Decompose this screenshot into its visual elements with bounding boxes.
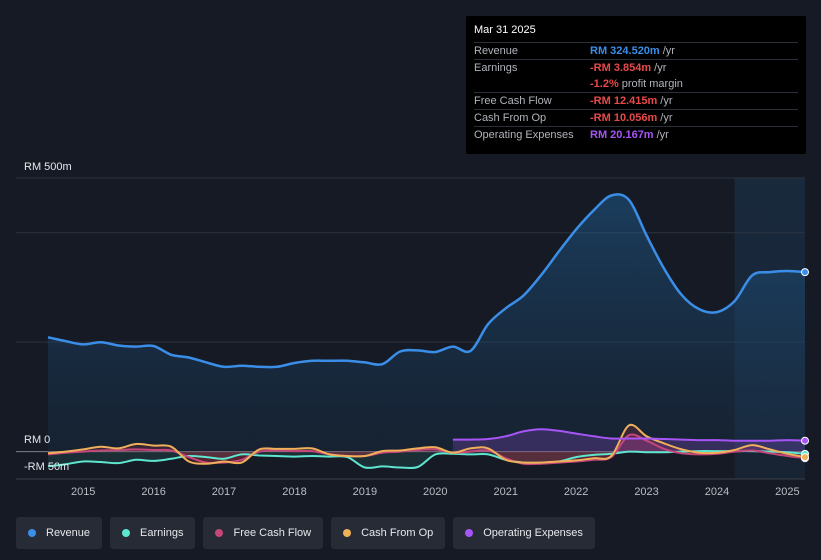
y-axis-zero-label: RM 0 (24, 434, 50, 446)
legend-item-operating-expenses[interactable]: Operating Expenses (453, 517, 595, 549)
tooltip-row: Cash From Op -RM 10.056m/yr (474, 109, 798, 126)
tooltip-row-label: Cash From Op (474, 112, 547, 124)
tooltip-row-value: -1.2% (590, 78, 619, 90)
cash-from-op-end-marker (801, 453, 809, 462)
revenue-end-marker (801, 268, 809, 277)
legend-label: Earnings (140, 527, 184, 539)
x-axis-ticks: 2015 2016 2017 2018 2019 2020 2021 2022 2023 2024… (71, 486, 800, 498)
tooltip-row-label: Earnings (474, 62, 518, 74)
revenue-area (48, 194, 805, 452)
cash-from-op-line (47, 423, 806, 465)
tooltip-row: Earnings -RM 3.854m/yr (474, 59, 798, 76)
free-cash-flow-line (47, 433, 806, 466)
tooltip-rows: Revenue RM 324.520m/yr Earnings -RM 3.854m /… (474, 42, 798, 143)
tooltip-row-unit: profit margin (621, 78, 683, 90)
tooltip-date: Mar 31 2025 (474, 24, 536, 36)
chart-area: RM 500m RM 0 -RM 50m 2015 2016 2017 2018 201… (16, 161, 809, 498)
legend-label: Revenue (46, 527, 91, 539)
legend-dot-icon (465, 529, 474, 537)
revenue-line (47, 193, 806, 369)
x-tick-label: 2022 (564, 486, 588, 498)
free-cash-flow-area (48, 434, 805, 465)
x-tick-label: 2017 (212, 486, 236, 498)
legend-dot-icon (215, 529, 224, 537)
legend-label: Free Cash Flow (233, 527, 312, 539)
legend-item-free-cash-flow[interactable]: Free Cash Flow (203, 517, 324, 549)
tooltip-row-value: -RM 3.854m (590, 62, 652, 74)
tooltip-row-unit: /yr (662, 45, 675, 57)
earnings-line (47, 450, 806, 470)
tooltip-row-label: Free Cash Flow (474, 95, 552, 107)
operating-expenses-end-marker (801, 436, 809, 445)
tooltip-row-label (474, 76, 590, 92)
x-tick-label: 2023 (634, 486, 658, 498)
series-areas (48, 194, 805, 469)
cash-from-op-area (48, 424, 805, 464)
legend-dot-icon (343, 529, 352, 537)
x-tick-label: 2024 (705, 486, 729, 498)
tooltip-row-label: Revenue (474, 45, 519, 57)
legend-item-cash-from-op[interactable]: Cash From Op (331, 517, 446, 549)
tooltip-row-value: RM 324.520m (590, 45, 660, 57)
legend-label: Cash From Op (361, 527, 434, 539)
operating-expenses-area (452, 429, 805, 452)
legend: Revenue Earnings Free Cash Flow Cash From O… (16, 517, 595, 549)
series-end-markers (801, 268, 809, 463)
y-axis-top-label: RM 500m (24, 161, 72, 173)
tooltip-row-unit: /yr (656, 129, 669, 141)
x-tick-label: 2025 (775, 486, 799, 498)
tooltip-row-value: -RM 12.415m (590, 95, 658, 107)
tooltip-row-unit: /yr (654, 62, 667, 74)
legend-item-revenue[interactable]: Revenue (16, 517, 103, 549)
x-tick-label: 2020 (423, 486, 447, 498)
legend-item-earnings[interactable]: Earnings (110, 517, 196, 549)
tooltip-row: -1.2% profit margin (474, 76, 798, 92)
x-tick-label: 2016 (141, 486, 165, 498)
tooltip-row: Free Cash Flow -RM 12.415m/yr (474, 92, 798, 109)
tooltip-row-value: -RM 10.056m (590, 112, 658, 124)
tooltip-row: Revenue RM 324.520m/yr (474, 42, 798, 59)
tooltip: Mar 31 2025 Revenue RM 324.520m/yr Earning… (466, 16, 806, 154)
series-lines (47, 193, 806, 470)
legend-dot-icon (28, 529, 36, 537)
x-tick-label: 2019 (353, 486, 377, 498)
legend-label: Operating Expenses (483, 527, 583, 539)
x-tick-label: 2018 (282, 486, 306, 498)
tooltip-row-unit: /yr (660, 112, 673, 124)
tooltip-row-value: RM 20.167m (590, 129, 654, 141)
legend-dot-icon (122, 529, 131, 537)
x-tick-label: 2021 (493, 486, 517, 498)
tooltip-row-label: Operating Expenses (474, 129, 574, 141)
tooltip-row-unit: /yr (660, 95, 673, 107)
tooltip-row: Operating Expenses RM 20.167m/yr (474, 126, 798, 143)
y-axis-bottom-label: -RM 50m (24, 461, 69, 473)
operating-expenses-line (452, 428, 806, 442)
x-tick-label: 2015 (71, 486, 95, 498)
